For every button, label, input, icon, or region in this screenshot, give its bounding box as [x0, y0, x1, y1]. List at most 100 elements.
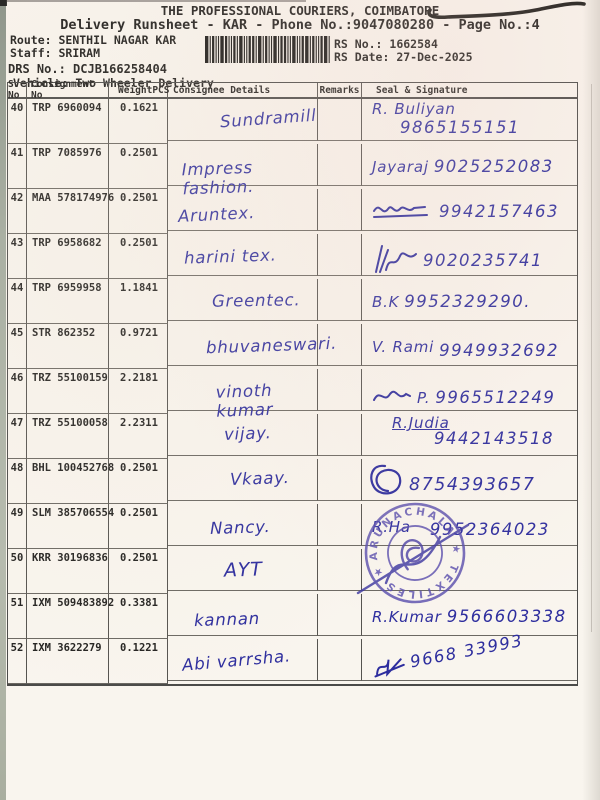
signature-area: 8754393657 [362, 459, 577, 500]
handwritten-phone-number: 9949932692 [439, 341, 560, 360]
pcs-value: 1 [151, 327, 158, 339]
cell-remarks [318, 144, 362, 186]
cell-sno: 40 [8, 99, 27, 144]
cell-consignment-no: SLM 385706554 [27, 504, 114, 549]
cell-consignee: harini tex. [168, 234, 318, 276]
staff-value: SRIRAM [58, 46, 101, 60]
cell-consignee: bhuvaneswari. [168, 324, 337, 366]
pcs-value: 1 [151, 147, 158, 159]
rs-no-label: RS No.: [334, 37, 383, 51]
cell-consignee: vinoth kumar [168, 369, 318, 421]
handwritten-signature-name: B.K [372, 292, 400, 311]
weight-value: 0.250 [120, 192, 152, 204]
cell-consignment-no: KRR 30196836 [27, 549, 109, 594]
cell-weight-pcs: 1.184 1 [109, 279, 168, 324]
scan-corner-mark [0, 0, 7, 6]
table-row: 43 TRP 6958682 0.250 1 harini tex. 902023… [8, 234, 577, 279]
pcs-value: 1 [151, 282, 158, 294]
doc-subtitle: Delivery Runsheet - KAR - Phone No.:9047… [60, 17, 540, 33]
cell-consignee: AYT [168, 549, 318, 591]
cell-seal-signature: 9668 33993 [362, 631, 577, 681]
cell-consignment-no: TRP 6958682 [27, 234, 109, 279]
cell-weight-pcs: 2.218 1 [109, 369, 168, 414]
rs-no-value: 1662584 [389, 37, 438, 51]
cell-sno: 43 [8, 234, 27, 279]
cell-consignment-no: BHL 100452768 [27, 459, 114, 504]
cell-sno: 46 [8, 369, 27, 414]
cell-seal-signature: R.Judia 9442143518 [362, 414, 577, 456]
table-row: 52 IXM 3622279 0.122 1 Abi varrsha. 9668 … [8, 631, 577, 684]
cell-consignment-no: IXM 509483892 [27, 594, 114, 639]
cell-seal-signature: B.K 9952329290. [362, 279, 577, 321]
cell-remarks [318, 459, 362, 501]
pen-scribble-top-right [427, 1, 586, 20]
pcs-value: 1 [151, 642, 158, 654]
handwritten-phone-number: 9566603338 [446, 607, 567, 626]
column-header-weight-pcs: Weight PCS [109, 83, 170, 99]
handwritten-consignee: Vkaay. [229, 467, 290, 490]
cell-seal-signature: V. Rami 9949932692 [362, 324, 577, 366]
column-header-remarks: Remarks [318, 83, 362, 99]
weight-value: 0.972 [120, 327, 152, 339]
cell-consignee: kannan [168, 594, 318, 636]
cell-consignment-no: TRP 6960094 [27, 99, 109, 144]
pcs-value: 1 [151, 417, 158, 429]
table-row: 44 TRP 6959958 1.184 1 Greentec. B.K 9952… [8, 279, 577, 324]
cell-weight-pcs: 0.250 1 [109, 459, 168, 504]
signature-area: R.Judia 9442143518 [362, 414, 577, 451]
scan-edge-strip [0, 0, 6, 800]
cell-sno: 44 [8, 279, 27, 324]
cell-consignee: Sundramill [168, 99, 318, 141]
cell-consignee: Nancy. [168, 504, 318, 546]
cell-weight-pcs: 0.338 1 [109, 594, 168, 639]
handwritten-consignee: vijay. [223, 423, 272, 444]
signature-area: V. Rami 9949932692 [362, 324, 577, 365]
route-value: SENTHIL NAGAR KAR [58, 33, 177, 47]
handwritten-signature-name: P. [417, 388, 431, 407]
pcs-value: 1 [151, 372, 158, 384]
handwritten-signature-name: R.Kumar [372, 607, 442, 626]
cell-seal-signature: P. 9965512249 [362, 369, 577, 411]
cell-sno: 47 [8, 414, 27, 459]
cell-consignee: Greentec. [168, 279, 318, 321]
table-row: 47 TRZ 55100058 2.231 1 vijay. R.Judia 94… [8, 414, 577, 459]
signature-area: 9020235741 [362, 234, 577, 279]
handwritten-signature-name: Jayaraj [372, 157, 429, 176]
handwritten-phone-number: 9865155151 [400, 118, 520, 137]
table-row: 41 TRP 7085976 0.250 1 Impress fashion. J… [8, 144, 577, 198]
table-row: 51 IXM 509483892 0.338 1 kannan R.Kumar 9… [8, 594, 577, 639]
handwritten-signature-name: R. Buliyan [372, 100, 456, 118]
rs-date-value: 27-Dec-2025 [396, 50, 473, 64]
rs-date-line: RS Date: 27-Dec-2025 [334, 50, 473, 64]
route-line: Route: SENTHIL NAGAR KAR [10, 33, 176, 47]
signature-squiggle-icon [370, 462, 404, 502]
company-round-stamp: ARUNACHALA ★ TEXTILES ★ [356, 497, 472, 609]
cell-seal-signature: 9942157463 [362, 189, 577, 231]
cell-consignee: Impress fashion. [168, 144, 318, 198]
weight-value: 0.250 [120, 237, 152, 249]
column-header-weight: Weight [118, 84, 153, 96]
cell-remarks [318, 414, 362, 456]
table-row: 40 TRP 6960094 0.162 1 Sundramill R. Buli… [8, 99, 577, 144]
paper-crease [591, 84, 592, 632]
cell-remarks [318, 504, 362, 546]
cell-remarks [318, 549, 362, 591]
handwritten-consignee: Abi varrsha. [181, 646, 292, 675]
pcs-value: 1 [151, 507, 158, 519]
cell-consignment-no: TRP 6959958 [27, 279, 109, 324]
handwritten-phone-number: 8754393657 [409, 474, 536, 495]
pcs-value: 1 [151, 597, 158, 609]
cell-remarks [318, 594, 362, 636]
weight-value: 2.231 [120, 417, 152, 429]
cell-sno: 48 [8, 459, 27, 504]
cell-weight-pcs: 0.122 1 [109, 639, 168, 684]
handwritten-consignee: harini tex. [183, 245, 277, 268]
cell-remarks [318, 189, 362, 231]
cell-weight-pcs: 0.972 1 [109, 324, 168, 369]
signature-area: P. 9965512249 [362, 369, 577, 416]
cell-weight-pcs: 0.162 1 [109, 99, 168, 144]
handwritten-signature-name: R.Judia [392, 414, 450, 432]
column-header-consignee-details: Consignee Details [168, 83, 318, 99]
cell-consignment-no: STR 862352 [27, 324, 109, 369]
